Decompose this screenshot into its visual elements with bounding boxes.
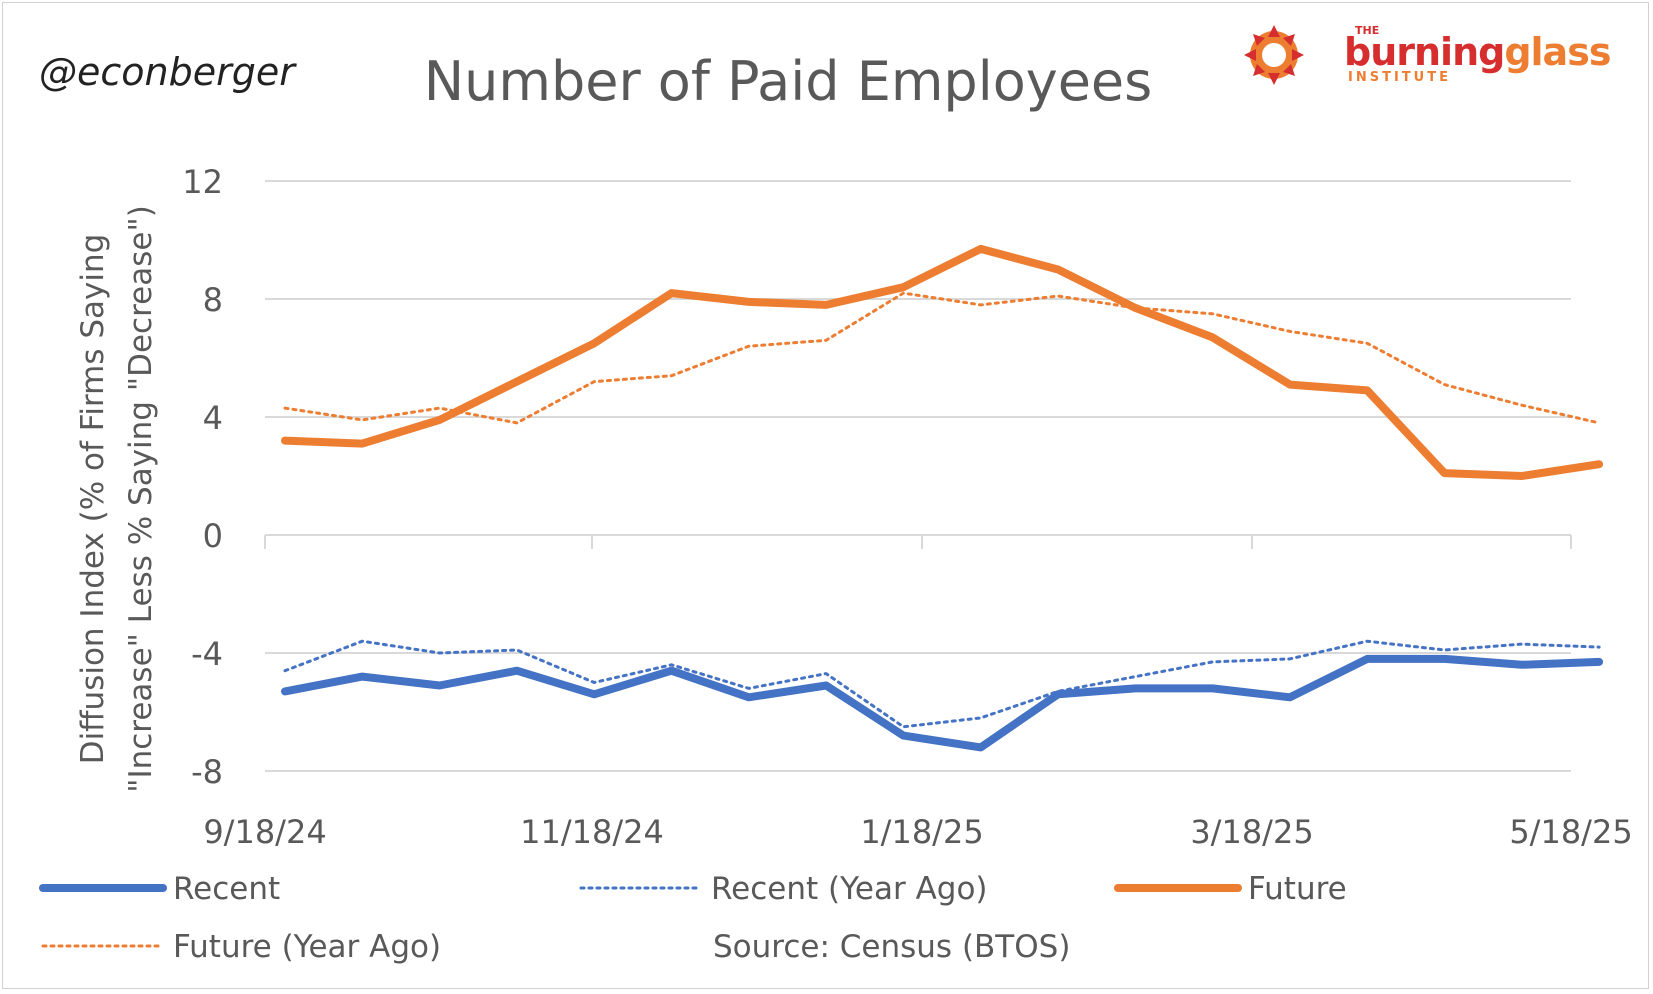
y-axis-label-line2: "Increase" Less % Saying "Decrease") [123,205,159,793]
legend-label: Recent (Year Ago) [711,871,988,907]
y-tick-label: -4 [191,635,223,673]
series-line-future-year-ago [283,291,1601,425]
x-tick-label: 9/18/24 [203,813,326,851]
y-tick-label: 12 [182,163,223,201]
x-tick-label: 11/18/24 [520,813,664,851]
y-tick-label: 4 [203,399,223,437]
logo-word-burning: burning [1344,30,1504,74]
sunburst-icon [1244,25,1304,85]
x-tick-label: 1/18/25 [860,813,983,851]
x-tick-label: 3/18/25 [1190,813,1313,851]
legend: Recent Recent (Year Ago) Future Future (Yea… [39,871,1347,965]
series-line-recent [281,654,1604,752]
grid: -8 -4 0 4 8 12 [182,163,1571,791]
handle-text: @econberger [39,50,297,94]
series-line-future [281,244,1604,480]
x-axis: 9/18/24 11/18/24 1/18/25 3/18/25 5/18/25 [203,534,1633,851]
y-tick-label: -8 [191,753,223,791]
logo-wordmark: burningglass [1344,30,1610,74]
y-axis-label-line1: Diffusion Index (% of Firms Saying [75,234,111,765]
y-tick-label: 8 [203,281,223,319]
legend-label: Recent [173,871,280,907]
series-line-recent-year-ago [283,639,1601,729]
logo-word-glass: glass [1504,30,1610,74]
x-tick-label: 5/18/25 [1509,813,1632,851]
logo-institute-text: INSTITUTE [1348,70,1451,85]
y-tick-label: 0 [203,517,223,555]
legend-label: Future (Year Ago) [173,929,441,965]
chart-title: Number of Paid Employees [424,50,1153,113]
logo: THE burningglass INSTITUTE [1244,24,1611,85]
source-note: Source: Census (BTOS) [713,929,1070,965]
legend-label: Future [1248,871,1347,907]
logo-small-text: THE [1355,24,1379,37]
series-layer [281,244,1604,752]
line-chart: @econberger Number of Paid Employees THE… [39,24,1633,965]
